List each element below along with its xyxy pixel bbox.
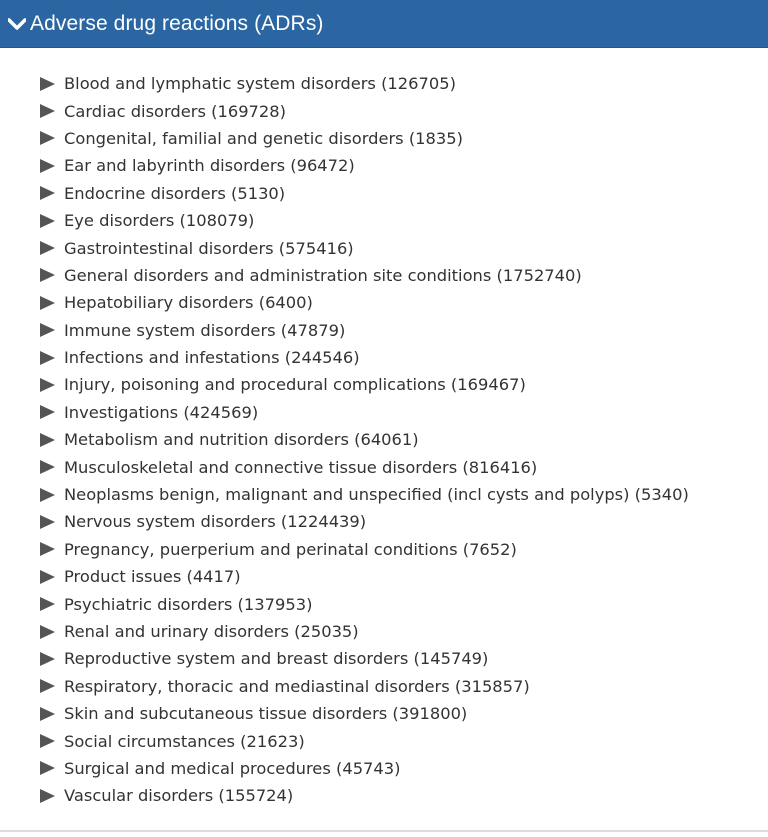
triangle-right-icon[interactable]	[40, 213, 55, 228]
list-item-label: Pregnancy, puerperium and perinatal cond…	[64, 539, 517, 559]
divider	[0, 830, 768, 832]
triangle-right-icon[interactable]	[40, 432, 55, 447]
triangle-right-icon[interactable]	[40, 131, 55, 146]
list-item-label: Cardiac disorders (169728)	[64, 101, 286, 121]
list-item-label: Metabolism and nutrition disorders (6406…	[64, 430, 419, 450]
triangle-right-icon[interactable]	[40, 597, 55, 612]
list-item[interactable]: General disorders and administration sit…	[0, 262, 768, 289]
list-item[interactable]: Infections and infestations (244546)	[0, 344, 768, 371]
triangle-right-icon[interactable]	[40, 323, 55, 338]
list-item-label: Vascular disorders (155724)	[64, 786, 294, 806]
list-item-label: Product issues (4417)	[64, 567, 241, 587]
triangle-right-icon[interactable]	[40, 268, 55, 283]
adr-section-header[interactable]: Adverse drug reactions (ADRs)	[0, 0, 768, 48]
list-item-label: General disorders and administration sit…	[64, 265, 582, 285]
list-item[interactable]: Reproductive system and breast disorders…	[0, 645, 768, 672]
list-item-label: Infections and infestations (244546)	[64, 348, 360, 368]
list-item[interactable]: Hepatobiliary disorders (6400)	[0, 289, 768, 316]
list-item-label: Neoplasms benign, malignant and unspecif…	[64, 485, 689, 505]
list-item-label: Ear and labyrinth disorders (96472)	[64, 156, 355, 176]
list-item-label: Endocrine disorders (5130)	[64, 183, 286, 203]
triangle-right-icon[interactable]	[40, 377, 55, 392]
triangle-right-icon[interactable]	[40, 76, 55, 91]
list-item[interactable]: Pregnancy, puerperium and perinatal cond…	[0, 536, 768, 563]
triangle-right-icon[interactable]	[40, 651, 55, 666]
triangle-right-icon[interactable]	[40, 624, 55, 639]
list-item[interactable]: Product issues (4417)	[0, 563, 768, 590]
triangle-right-icon[interactable]	[40, 158, 55, 173]
list-item-label: Immune system disorders (47879)	[64, 320, 346, 340]
triangle-right-icon[interactable]	[40, 734, 55, 749]
list-item[interactable]: Endocrine disorders (5130)	[0, 180, 768, 207]
list-item-label: Investigations (424569)	[64, 402, 259, 422]
triangle-right-icon[interactable]	[40, 104, 55, 119]
list-item[interactable]: Neoplasms benign, malignant and unspecif…	[0, 481, 768, 508]
list-item[interactable]: Psychiatric disorders (137953)	[0, 590, 768, 617]
triangle-right-icon[interactable]	[40, 542, 55, 557]
list-item-label: Eye disorders (108079)	[64, 211, 255, 231]
triangle-right-icon[interactable]	[40, 679, 55, 694]
list-item[interactable]: Cardiac disorders (169728)	[0, 97, 768, 124]
triangle-right-icon[interactable]	[40, 761, 55, 776]
list-item-label: Hepatobiliary disorders (6400)	[64, 293, 313, 313]
list-item[interactable]: Congenital, familial and genetic disorde…	[0, 125, 768, 152]
list-item[interactable]: Nervous system disorders (1224439)	[0, 508, 768, 535]
list-item-label: Surgical and medical procedures (45743)	[64, 758, 401, 778]
triangle-right-icon[interactable]	[40, 405, 55, 420]
list-item-label: Skin and subcutaneous tissue disorders (…	[64, 704, 468, 724]
list-item-label: Gastrointestinal disorders (575416)	[64, 238, 354, 258]
list-item[interactable]: Eye disorders (108079)	[0, 207, 768, 234]
list-item[interactable]: Metabolism and nutrition disorders (6406…	[0, 426, 768, 453]
list-item-label: Respiratory, thoracic and mediastinal di…	[64, 676, 530, 696]
list-item[interactable]: Skin and subcutaneous tissue disorders (…	[0, 700, 768, 727]
list-item-label: Reproductive system and breast disorders…	[64, 649, 489, 669]
list-item-label: Social circumstances (21623)	[64, 731, 305, 751]
list-item[interactable]: Social circumstances (21623)	[0, 727, 768, 754]
triangle-right-icon[interactable]	[40, 460, 55, 475]
list-item[interactable]: Blood and lymphatic system disorders (12…	[0, 70, 768, 97]
list-item[interactable]: Ear and labyrinth disorders (96472)	[0, 152, 768, 179]
list-item[interactable]: Vascular disorders (155724)	[0, 782, 768, 809]
triangle-right-icon[interactable]	[40, 241, 55, 256]
triangle-right-icon[interactable]	[40, 350, 55, 365]
triangle-right-icon[interactable]	[40, 186, 55, 201]
list-item-label: Nervous system disorders (1224439)	[64, 512, 367, 532]
list-item[interactable]: Musculoskeletal and connective tissue di…	[0, 453, 768, 480]
triangle-right-icon[interactable]	[40, 514, 55, 529]
chevron-down-icon	[8, 14, 30, 34]
list-item-label: Blood and lymphatic system disorders (12…	[64, 74, 456, 94]
triangle-right-icon[interactable]	[40, 788, 55, 803]
adr-category-list: Blood and lymphatic system disorders (12…	[0, 70, 768, 810]
list-item-label: Renal and urinary disorders (25035)	[64, 622, 359, 641]
list-item[interactable]: Gastrointestinal disorders (575416)	[0, 234, 768, 261]
list-item-label: Injury, poisoning and procedural complic…	[64, 375, 526, 395]
list-item[interactable]: Renal and urinary disorders (25035)	[0, 618, 768, 645]
list-item[interactable]: Investigations (424569)	[0, 399, 768, 426]
section-title: Adverse drug reactions (ADRs)	[30, 11, 324, 35]
triangle-right-icon[interactable]	[40, 569, 55, 584]
list-item[interactable]: Respiratory, thoracic and mediastinal di…	[0, 673, 768, 700]
list-item[interactable]: Injury, poisoning and procedural complic…	[0, 371, 768, 398]
list-item-label: Musculoskeletal and connective tissue di…	[64, 457, 538, 477]
triangle-right-icon[interactable]	[40, 295, 55, 310]
triangle-right-icon[interactable]	[40, 706, 55, 721]
list-item[interactable]: Surgical and medical procedures (45743)	[0, 755, 768, 782]
list-item-label: Congenital, familial and genetic disorde…	[64, 128, 463, 148]
list-item[interactable]: Immune system disorders (47879)	[0, 317, 768, 344]
triangle-right-icon[interactable]	[40, 487, 55, 502]
list-item-label: Psychiatric disorders (137953)	[64, 594, 313, 614]
